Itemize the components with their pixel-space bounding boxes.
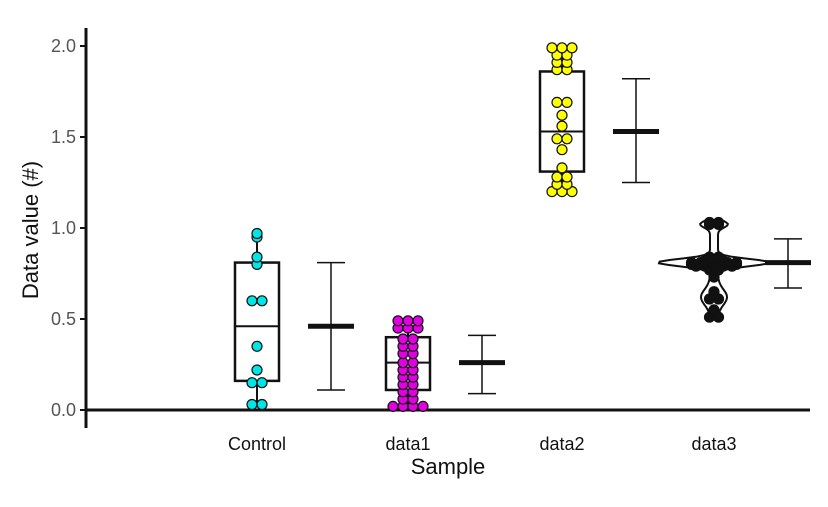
data-point <box>551 171 563 183</box>
data-point <box>407 333 419 345</box>
y-tick-label: 1.5 <box>51 127 76 147</box>
data-point <box>251 340 263 352</box>
data-point <box>397 333 409 345</box>
data-point <box>412 315 424 327</box>
data-point <box>712 251 725 263</box>
data-point <box>551 133 563 145</box>
data-point <box>556 42 568 54</box>
data-point <box>556 162 568 174</box>
data-point <box>551 96 563 109</box>
data-point <box>556 120 568 132</box>
data-point <box>256 295 268 307</box>
data-point <box>712 216 725 229</box>
y-tick-label: 0.5 <box>51 309 76 329</box>
y-axis-title: Data value (#) <box>18 161 43 299</box>
data-point <box>402 315 414 327</box>
x-tick-label: data1 <box>385 434 430 454</box>
x-axis-title: Sample <box>411 454 486 479</box>
data-point <box>556 109 568 121</box>
y-tick-label: 2.0 <box>51 36 76 56</box>
data-point <box>556 144 568 156</box>
data-point <box>246 295 258 307</box>
x-tick-label: Control <box>228 434 286 454</box>
data-point <box>407 357 419 369</box>
data-point <box>561 133 573 145</box>
box <box>233 261 281 383</box>
data-point <box>246 398 258 411</box>
data-point <box>730 257 743 269</box>
data-point <box>392 315 404 327</box>
data-point <box>566 42 578 54</box>
x-tick-label: data3 <box>691 434 736 454</box>
data-point <box>561 96 573 109</box>
x-tick-label: data2 <box>539 434 584 454</box>
data-point <box>251 227 263 240</box>
y-tick-label: 0.0 <box>51 400 76 420</box>
data-point <box>246 377 258 389</box>
chart-marks: 0.0 0.5 1.0 1.5 2.0 Control data1 data2 data3 <box>51 28 811 454</box>
data-point <box>417 400 429 412</box>
data-point <box>387 400 399 412</box>
data-point <box>561 171 573 183</box>
data-point <box>251 364 263 376</box>
data-point <box>256 377 268 389</box>
data-point <box>256 398 268 411</box>
data-point <box>251 251 263 263</box>
y-tick-label: 1.0 <box>51 218 76 238</box>
data-point <box>708 304 720 316</box>
data-point <box>397 357 409 369</box>
data-point <box>708 286 720 298</box>
data-point <box>546 42 558 54</box>
